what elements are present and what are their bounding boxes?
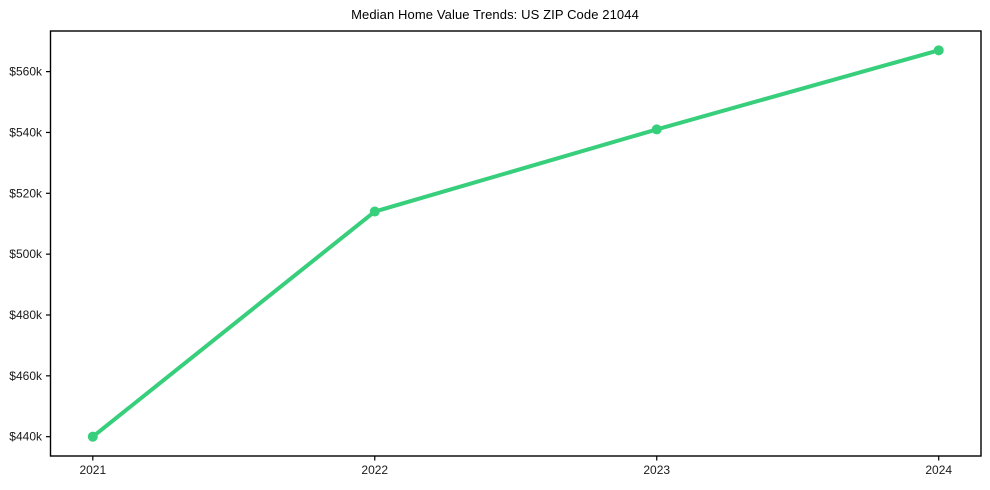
y-tick-label: $440k <box>9 430 43 444</box>
y-tick-label: $480k <box>9 308 43 322</box>
y-tick-label: $520k <box>9 186 43 200</box>
y-tick-label: $560k <box>9 65 43 79</box>
y-tick-label: $460k <box>9 369 43 383</box>
chart-title: Median Home Value Trends: US ZIP Code 21… <box>351 7 639 22</box>
x-tick-label: 2021 <box>79 463 106 477</box>
plot-border <box>49 30 982 457</box>
data-point-2022 <box>369 206 380 217</box>
data-point-2024 <box>933 45 944 56</box>
x-tick-label: 2022 <box>361 463 388 477</box>
y-tick-label: $540k <box>9 125 43 139</box>
x-tick-label: 2023 <box>643 463 670 477</box>
x-tick-label: 2024 <box>925 463 952 477</box>
data-point-2021 <box>87 431 98 442</box>
trend-line <box>90 48 941 439</box>
data-point-2023 <box>651 124 662 135</box>
y-tick-label: $500k <box>9 247 43 261</box>
